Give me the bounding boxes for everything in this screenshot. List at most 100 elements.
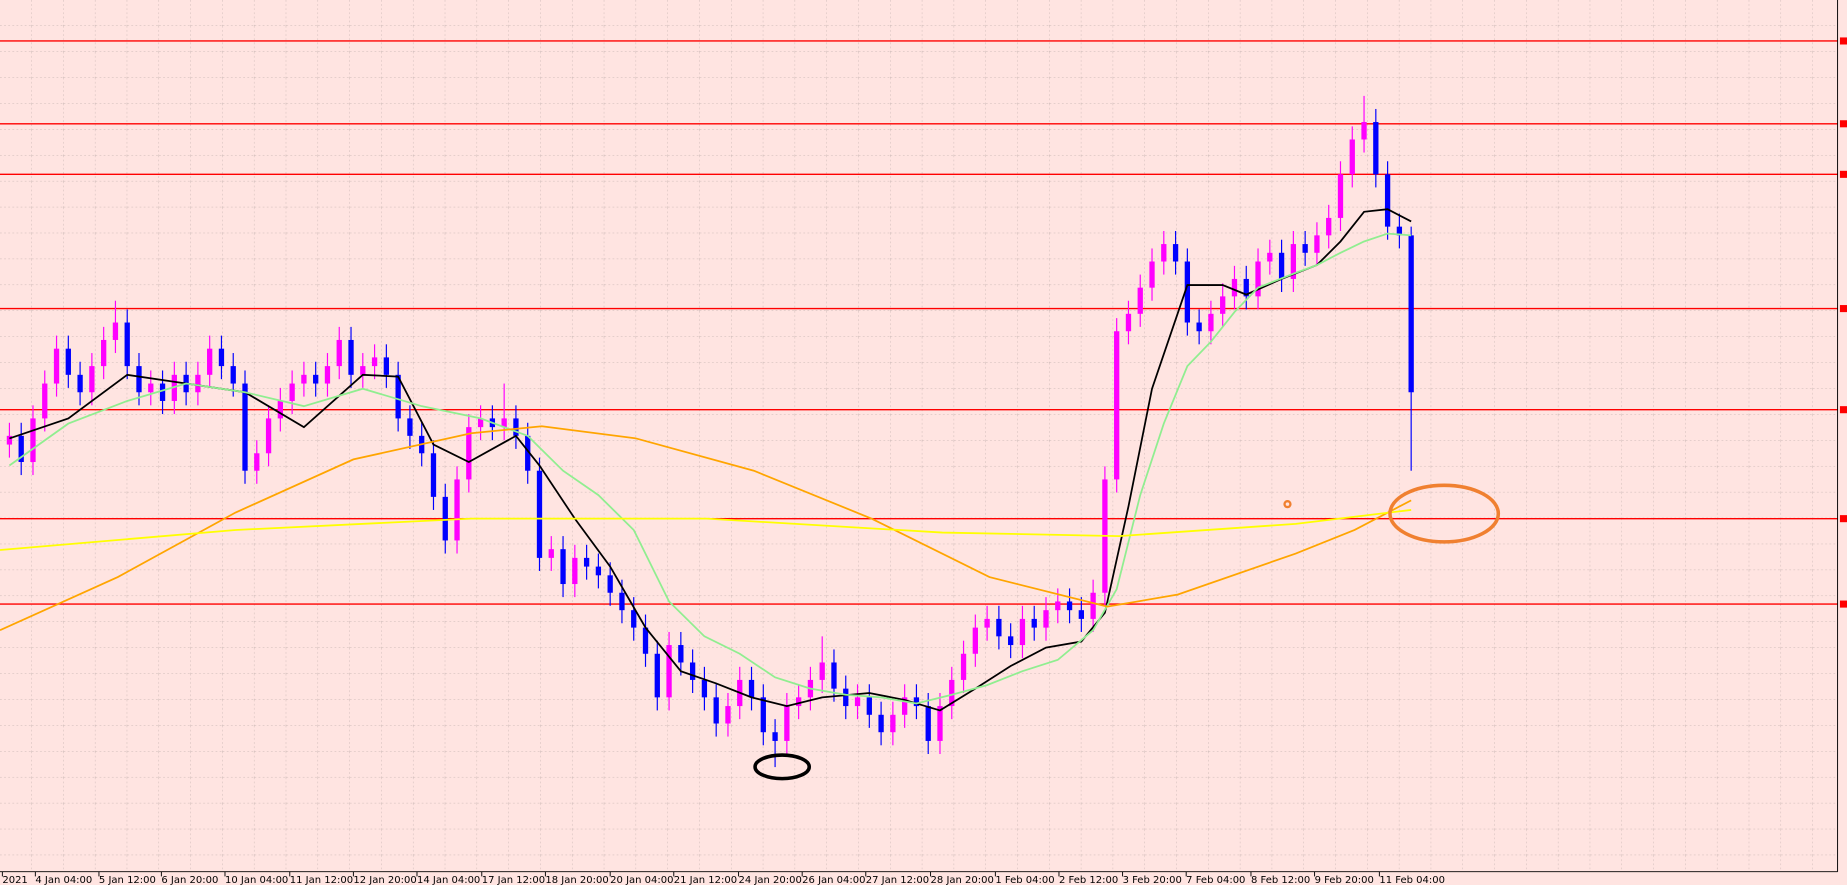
candle-body — [18, 435, 24, 462]
candle-body — [996, 618, 1002, 637]
candle-body — [1161, 244, 1167, 262]
candle-body — [513, 418, 519, 436]
candle-body — [1396, 226, 1403, 236]
candle-body — [843, 688, 849, 707]
ma-line — [0, 425, 1412, 632]
candle-body — [772, 732, 778, 741]
x-tick-label: 24 Jan 20:00 — [739, 875, 802, 885]
candle-body — [1220, 296, 1226, 314]
candle-body — [112, 322, 119, 340]
candle-body — [430, 453, 437, 497]
candle-body — [831, 662, 837, 689]
candle-body — [1208, 313, 1214, 332]
candle-body — [678, 645, 684, 663]
candle-body — [937, 706, 943, 741]
candle-body — [972, 627, 978, 654]
candle-body — [713, 697, 719, 724]
candle-body — [536, 470, 543, 558]
ma-line — [8, 232, 1412, 705]
candle-body — [654, 653, 660, 698]
candle-body — [501, 418, 507, 428]
x-tick-label: 2 Feb 12:00 — [1059, 875, 1118, 885]
candle-body — [77, 374, 83, 393]
candle-body — [383, 357, 390, 375]
candle-body — [642, 627, 649, 654]
candle-body — [1326, 217, 1332, 236]
candle-body — [89, 366, 95, 393]
candle-body — [65, 348, 71, 375]
candle-body — [195, 374, 201, 393]
candle-body — [631, 610, 637, 628]
candle-body — [866, 697, 872, 715]
candle-body — [1055, 601, 1061, 611]
candle-body — [619, 592, 625, 611]
candle-body — [1019, 618, 1026, 646]
level-marker — [1839, 120, 1847, 128]
candle-body — [784, 706, 790, 741]
level-marker — [1839, 600, 1847, 608]
level-marker — [1839, 305, 1847, 313]
candle-body — [301, 374, 307, 384]
candle-body — [949, 679, 955, 707]
candle-body — [925, 706, 931, 741]
candle-body — [854, 697, 861, 707]
candle-body — [1255, 261, 1261, 297]
candle-body — [795, 697, 802, 707]
candle-body — [265, 418, 272, 454]
x-tick-label: 4 Jan 04:00 — [35, 875, 92, 885]
candle-body — [6, 435, 13, 445]
candle-body — [1125, 313, 1132, 332]
candle-body — [371, 357, 378, 367]
candle-body — [1314, 235, 1320, 253]
candle-body — [1361, 122, 1367, 140]
level-marker — [1839, 406, 1847, 414]
x-tick-label: 28 Jan 20:00 — [931, 875, 994, 885]
candle-body — [1172, 244, 1179, 262]
candle-body — [477, 418, 484, 428]
candle-body — [101, 339, 107, 367]
candle-body — [572, 557, 578, 585]
candle-body — [230, 366, 236, 384]
candle-body — [689, 662, 696, 680]
candle-body — [1066, 601, 1073, 611]
candle-body — [1090, 592, 1096, 619]
level-marker — [1839, 170, 1847, 178]
candle-body — [984, 618, 990, 628]
candle-body — [289, 383, 295, 401]
x-tick-label: 27 Jan 12:00 — [866, 875, 929, 885]
candle-body — [583, 557, 590, 567]
x-tick-label: 11 Jan 12:00 — [290, 875, 353, 885]
candle-body — [148, 383, 154, 393]
candle-body — [878, 714, 884, 733]
candle-body — [324, 366, 331, 384]
candle-body — [725, 706, 731, 724]
candle-body — [1302, 244, 1308, 253]
x-tick-label: 26 Jan 04:00 — [802, 875, 865, 885]
candle-body — [902, 697, 908, 715]
candle-body — [336, 339, 342, 367]
candle-body — [525, 435, 531, 471]
candle-body — [595, 566, 602, 576]
x-tick-label: 6 Jan 20:00 — [161, 875, 218, 885]
candle-body — [395, 374, 401, 419]
candle-body — [30, 418, 36, 462]
x-tick-label: 8 Feb 12:00 — [1251, 875, 1310, 885]
candle-body — [313, 374, 319, 384]
candle-body — [1349, 139, 1355, 175]
candle-body — [1043, 610, 1049, 628]
candle-body — [454, 479, 460, 541]
candle-body — [890, 714, 896, 733]
x-tick-label: 21 Jan 12:00 — [674, 875, 737, 885]
candle-body — [466, 427, 472, 480]
candle-body — [1337, 174, 1344, 218]
annotation-circle — [1388, 483, 1501, 544]
candle-body — [666, 645, 672, 698]
candle-body — [607, 575, 613, 593]
annotation-dot — [1283, 500, 1292, 509]
x-tick-label: 5 Jan 12:00 — [99, 875, 156, 885]
candle-body — [560, 549, 566, 585]
candle-body — [254, 453, 260, 471]
candle-body — [548, 549, 554, 558]
